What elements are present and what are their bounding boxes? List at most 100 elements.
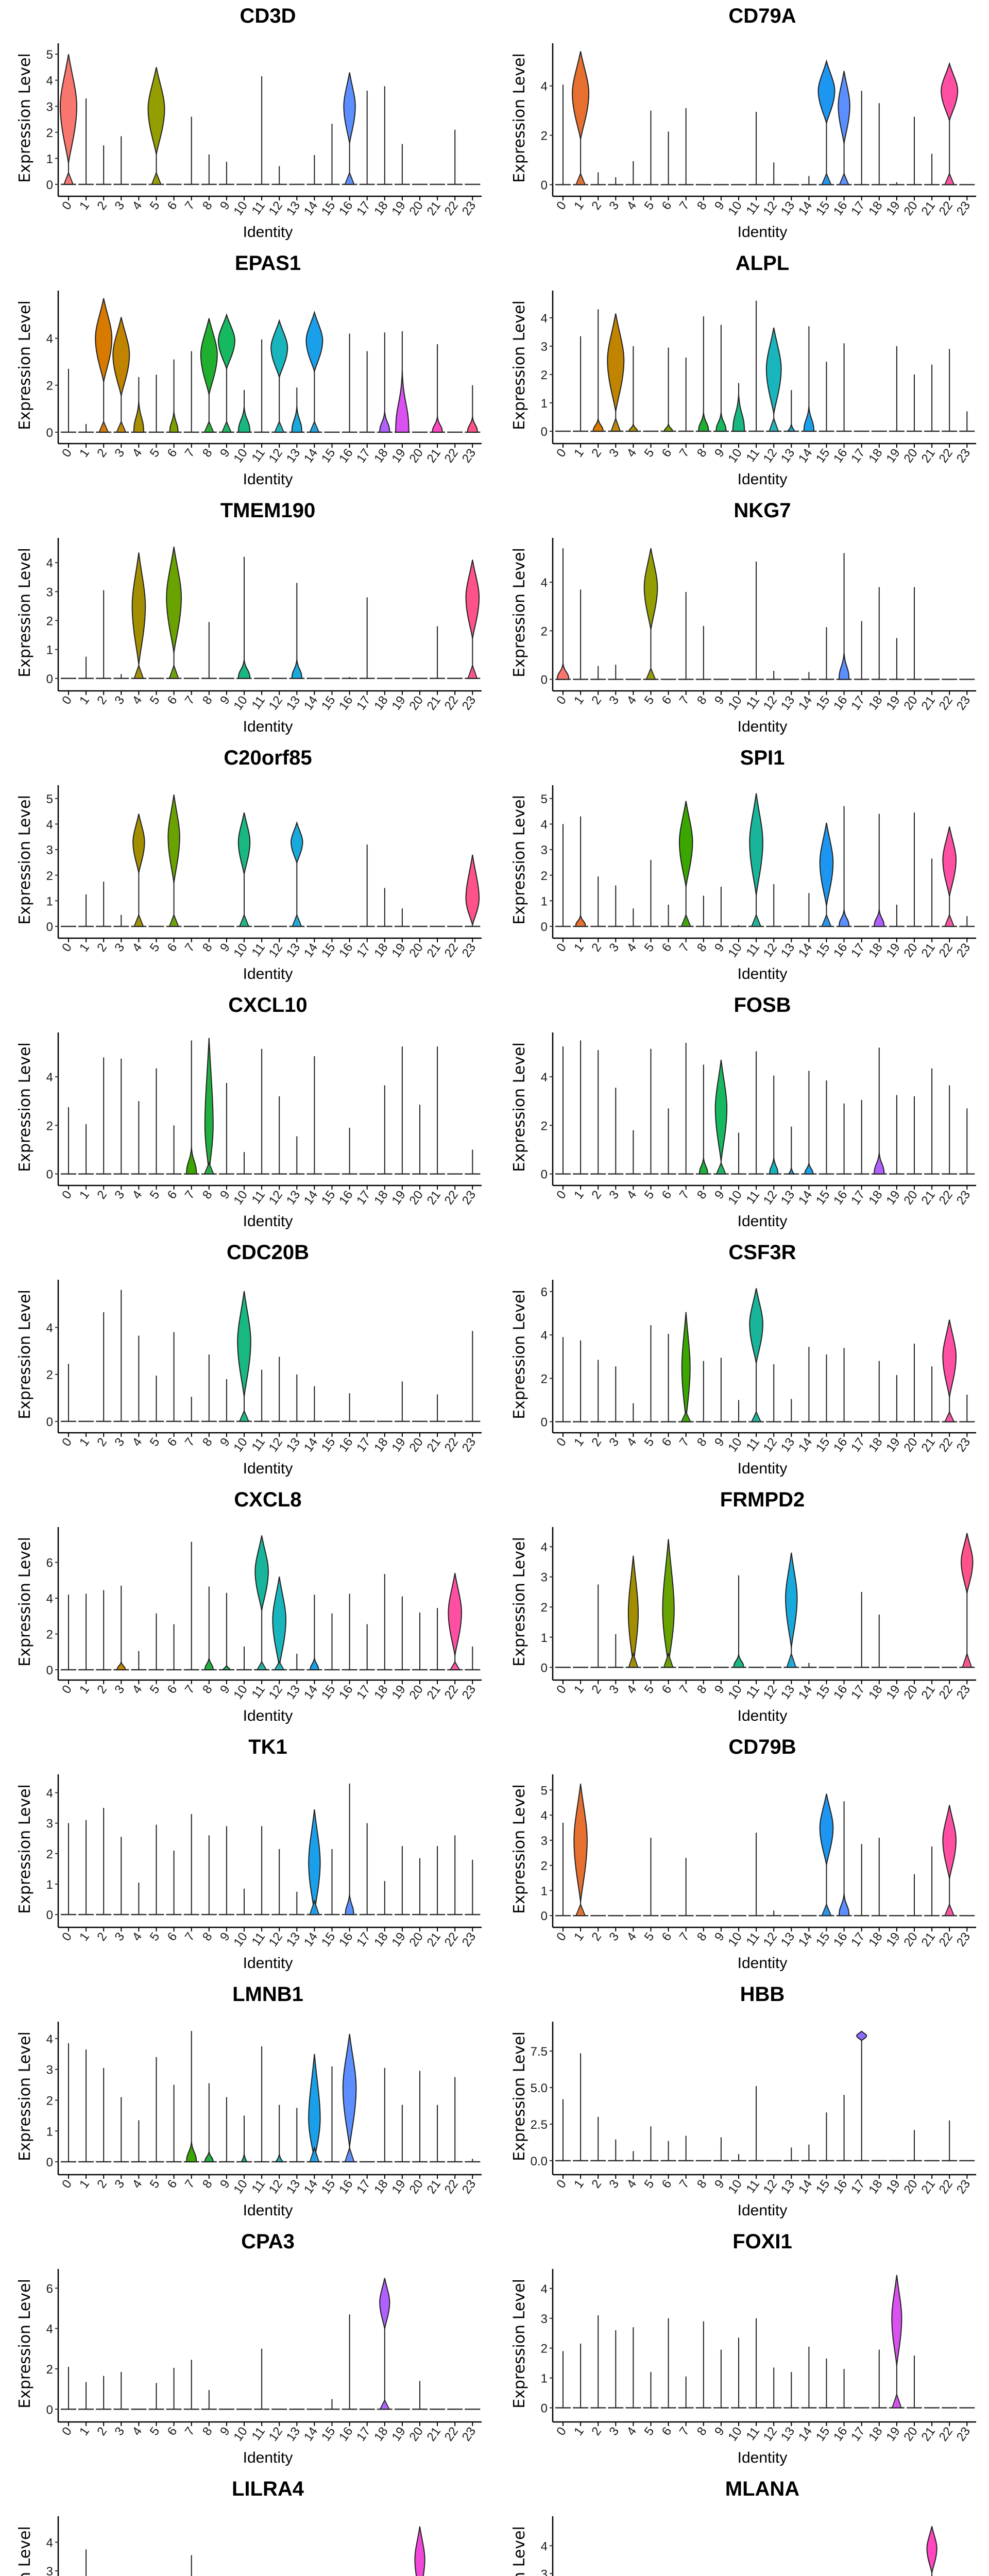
x-tick-label: 2 [94, 1188, 110, 1201]
x-tick-label: 19 [389, 199, 408, 218]
violin-base [751, 1411, 762, 1422]
x-tick-label: 22 [442, 941, 461, 960]
x-tick-label: 23 [459, 199, 479, 218]
x-tick-label: 22 [442, 199, 461, 218]
violin-cluster-19: 19 [883, 2160, 905, 2196]
violin-cluster-6: 6 [659, 1108, 676, 1201]
violin-base [379, 411, 390, 433]
x-tick-label: 16 [831, 1435, 850, 1454]
violin-body [342, 2033, 357, 2147]
violin-cluster-3: 3 [606, 1914, 624, 1943]
violin-body [147, 67, 165, 155]
violin-cluster-7: 7 [182, 116, 199, 212]
y-tick-label: 4 [541, 818, 548, 832]
violin-base [944, 172, 955, 185]
violin-cluster-17: 17 [848, 1099, 869, 1207]
violin-base [238, 913, 250, 927]
x-tick-label: 9 [217, 1435, 233, 1449]
x-tick-label: 4 [624, 446, 640, 460]
x-tick-label: 4 [624, 2425, 640, 2438]
x-tick-label: 7 [182, 1188, 198, 1201]
y-tick-label: 1 [46, 1878, 53, 1892]
x-tick-label: 11 [249, 1930, 268, 1948]
x-tick-label: 17 [848, 2425, 867, 2444]
violin-cluster-7: 7 [677, 1667, 694, 1696]
violin-base [223, 1664, 231, 1671]
x-tick-label: 1 [77, 1930, 92, 1943]
violin-body [942, 826, 957, 897]
violin-cluster-18: 18 [866, 814, 887, 960]
violin-base [221, 420, 232, 433]
x-tick-label: 17 [848, 1683, 867, 1702]
violin-cluster-5: 5 [642, 2126, 659, 2191]
x-tick-label: 0 [554, 1435, 569, 1449]
x-tick-label: 10 [231, 693, 250, 713]
violin-body [465, 854, 480, 925]
violin-cluster-9: 9 [712, 1667, 729, 1696]
x-tick-label: 2 [589, 1930, 604, 1943]
violin-cluster-21: 21 [919, 858, 940, 960]
x-tick-label: 9 [217, 1930, 233, 1943]
violin-panel-cd79a: CD79A Expression Level 0 2 4 0 1 2 3 4 5 6 7 8 9 10 11 12… [494, 0, 989, 247]
x-tick-label: 7 [182, 2425, 198, 2438]
violin-cluster-12: 12 [761, 2160, 782, 2196]
x-tick-label: 13 [778, 199, 797, 218]
violin-cluster-3: 3 [606, 2139, 624, 2191]
violin-cluster-15: 15 [319, 1849, 340, 1949]
violin-cluster-12: 12 [761, 327, 782, 465]
violin-base [345, 1894, 354, 1916]
x-tick-label: 4 [130, 2425, 145, 2438]
x-tick-label: 22 [442, 1930, 461, 1949]
violin-base [786, 1652, 797, 1668]
violin-cluster-12: 12 [761, 884, 782, 960]
violin-cluster-7: 7 [677, 1043, 694, 1201]
violin-cluster-20: 20 [406, 2381, 428, 2444]
x-tick-label: 3 [112, 446, 127, 460]
violin-cluster-8: 8 [694, 2160, 711, 2191]
violin-cluster-15: 15 [813, 59, 835, 218]
x-tick-label: 21 [424, 1930, 444, 1949]
y-axis-label: Expression Level [16, 300, 34, 430]
violin-cluster-14: 14 [301, 2409, 322, 2444]
x-tick-label: 10 [725, 2177, 744, 2196]
y-tick-label: 3 [541, 340, 548, 354]
violin-base [309, 1899, 320, 1916]
x-tick-label: 22 [442, 1188, 461, 1207]
x-tick-label: 5 [642, 2425, 657, 2438]
x-tick-label: 11 [744, 941, 762, 959]
violin-base [944, 1411, 955, 1422]
violin-cluster-20: 20 [901, 1096, 922, 1207]
x-tick-label: 0 [59, 199, 75, 212]
x-tick-label: 13 [778, 1435, 797, 1454]
y-axis-label: Expression Level [16, 1537, 34, 1667]
violin-panel-tk1: TK1 Expression Level 0 1 2 3 4 0 1 2 3 4 5 6 7 8 9 10 11 12… [0, 1731, 494, 1978]
violin-cluster-6: 6 [165, 547, 182, 707]
violin-cluster-2: 2 [94, 1312, 112, 1449]
violin-cluster-4: 4 [624, 1130, 641, 1201]
x-tick-label: 11 [744, 1435, 762, 1454]
violin-cluster-15: 15 [813, 1080, 834, 1207]
x-tick-label: 8 [694, 1930, 710, 1943]
violin-cluster-8: 8 [200, 1038, 217, 1201]
violin-base [204, 2151, 214, 2163]
violin-cluster-12: 12 [761, 1075, 782, 1207]
violin-panel-cpa3: CPA3 Expression Level 0 2 4 6 0 1 2 3 4 5 6 7 8 9 10 11 12… [0, 2226, 494, 2473]
x-tick-label: 18 [371, 446, 390, 465]
x-tick-label: 20 [406, 693, 425, 713]
x-tick-label: 7 [182, 199, 198, 212]
violin-cluster-14: 14 [796, 672, 817, 713]
x-tick-label: 3 [112, 941, 127, 954]
x-tick-label: 17 [848, 941, 867, 960]
x-tick-label: 18 [866, 2425, 885, 2444]
violin-cluster-0: 0 [59, 2043, 76, 2191]
x-tick-label: 0 [554, 693, 569, 707]
violin-cluster-11: 11 [744, 112, 764, 217]
violin-cluster-15: 15 [319, 1613, 340, 1702]
x-tick-label: 6 [659, 199, 675, 212]
violin-cluster-10: 10 [725, 925, 746, 960]
y-tick-label: 0 [541, 2402, 548, 2416]
violin-base [275, 2154, 283, 2163]
violin-cluster-17: 17 [848, 2030, 869, 2196]
x-tick-label: 17 [354, 1683, 373, 1702]
